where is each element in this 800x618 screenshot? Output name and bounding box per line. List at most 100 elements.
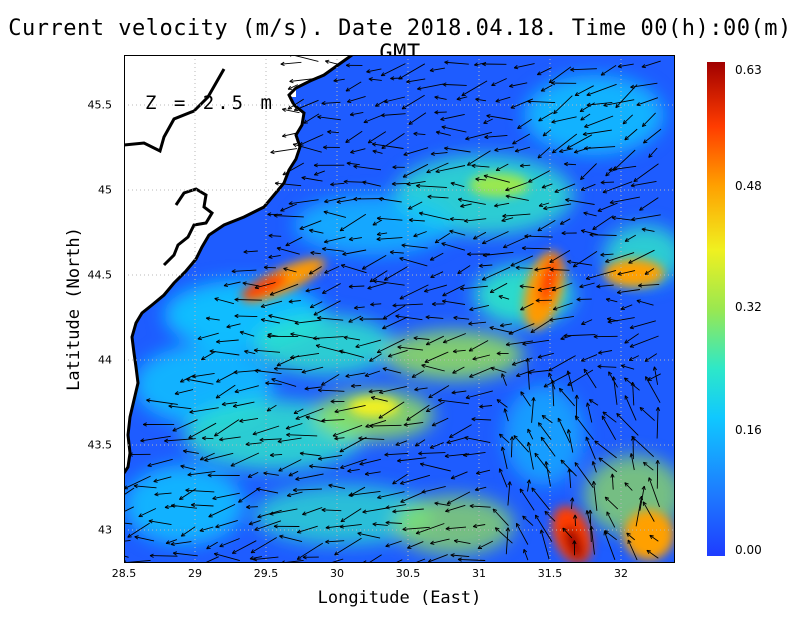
velocity-arrow-head [609,202,615,205]
velocity-arrow-head [425,408,429,412]
velocity-arrow [200,452,215,461]
velocity-arrow [424,284,448,292]
velocity-arrow-head [460,203,464,207]
velocity-arrow-head [494,205,499,208]
velocity-arrow [321,419,345,422]
velocity-arrow-head [492,508,498,511]
velocity-arrow [279,535,303,543]
velocity-arrow-head [560,459,563,464]
velocity-arrow [400,474,431,485]
velocity-arrow-head [535,514,540,518]
velocity-arrow-head [290,355,294,359]
velocity-arrow [535,514,553,542]
velocity-arrow [260,300,283,308]
velocity-arrow-head [333,78,338,82]
velocity-arrow [638,283,660,287]
velocity-arrow-head [375,102,378,107]
velocity-arrow-head [170,541,175,545]
velocity-arrow-head [392,480,396,485]
velocity-arrow [428,554,448,563]
velocity-arrow-head [494,147,499,151]
velocity-arrow [347,468,360,472]
velocity-arrow [541,415,553,424]
velocity-arrow-head [524,234,529,237]
velocity-arrow [270,453,283,456]
velocity-arrow-head [551,82,556,86]
velocity-arrow-head [209,349,214,352]
velocity-arrow-head [494,149,499,152]
velocity-arrow-head [238,498,241,503]
velocity-arrow-head [507,481,511,486]
velocity-arrow-head [446,442,451,444]
velocity-arrow-head [340,264,345,269]
velocity-arrow-head [552,306,557,310]
velocity-arrow [366,68,382,73]
velocity-arrow [377,491,405,499]
velocity-arrow [253,556,279,561]
velocity-arrow [498,295,510,300]
velocity-arrow-head [282,108,286,112]
velocity-arrow-head [527,100,532,104]
velocity-arrow-head [244,349,249,352]
velocity-arrow [124,506,134,513]
velocity-arrow-head [513,435,516,440]
velocity-arrow-head [574,394,578,399]
velocity-arrow-head [364,473,370,476]
velocity-arrow-head [624,136,627,141]
velocity-arrow-head [541,184,546,189]
velocity-arrow [494,146,514,151]
velocity-arrow-head [489,288,493,293]
velocity-arrow-head [428,394,432,398]
velocity-arrow-head [188,434,192,439]
velocity-arrow-head [321,102,326,106]
velocity-arrow-head [583,146,588,149]
velocity-arrow-head [317,115,322,118]
velocity-arrow [295,408,324,420]
velocity-arrow [469,304,489,311]
velocity-arrow-head [223,285,229,288]
velocity-arrow-head [180,465,184,469]
velocity-arrow [626,532,635,541]
velocity-arrow-head [260,306,266,308]
velocity-arrow [310,252,321,255]
velocity-arrow-head [274,182,279,186]
velocity-arrow-head [325,541,330,544]
velocity-arrow-head [630,381,634,386]
velocity-arrow [467,150,491,166]
velocity-arrow [288,470,299,477]
velocity-arrow-head [464,220,469,223]
velocity-arrow-head [187,472,192,476]
velocity-arrow [583,212,597,217]
velocity-arrow [624,482,633,491]
velocity-arrow-head [316,344,321,346]
velocity-arrow [314,170,325,176]
velocity-arrow-head [425,316,430,320]
velocity-arrow-head [534,453,537,458]
velocity-arrow-head [378,414,382,419]
velocity-arrow [579,282,595,288]
velocity-arrow-head [539,529,542,534]
velocity-arrow-head [522,515,525,520]
velocity-arrow-head [469,503,474,507]
velocity-arrow-head [537,422,540,427]
velocity-arrow-head [208,513,212,518]
velocity-arrow [510,255,534,267]
velocity-arrow [449,218,465,221]
velocity-arrow-head [369,357,373,362]
velocity-arrow-head [388,356,393,358]
velocity-arrow-head [526,442,529,447]
velocity-arrow [124,555,129,558]
velocity-arrow [544,510,556,522]
velocity-arrow [482,251,514,256]
velocity-arrow-head [427,194,432,198]
velocity-arrow [317,317,344,321]
velocity-arrow-head [172,552,177,556]
velocity-arrow-head [580,175,583,180]
velocity-arrow-head [328,483,333,486]
velocity-arrow-head [201,356,205,360]
y-tick: 45.5 [87,98,113,112]
colorbar-tick: 0.16 [735,423,762,437]
velocity-arrow [520,302,534,311]
velocity-arrow [573,251,598,268]
velocity-arrow [234,385,259,393]
